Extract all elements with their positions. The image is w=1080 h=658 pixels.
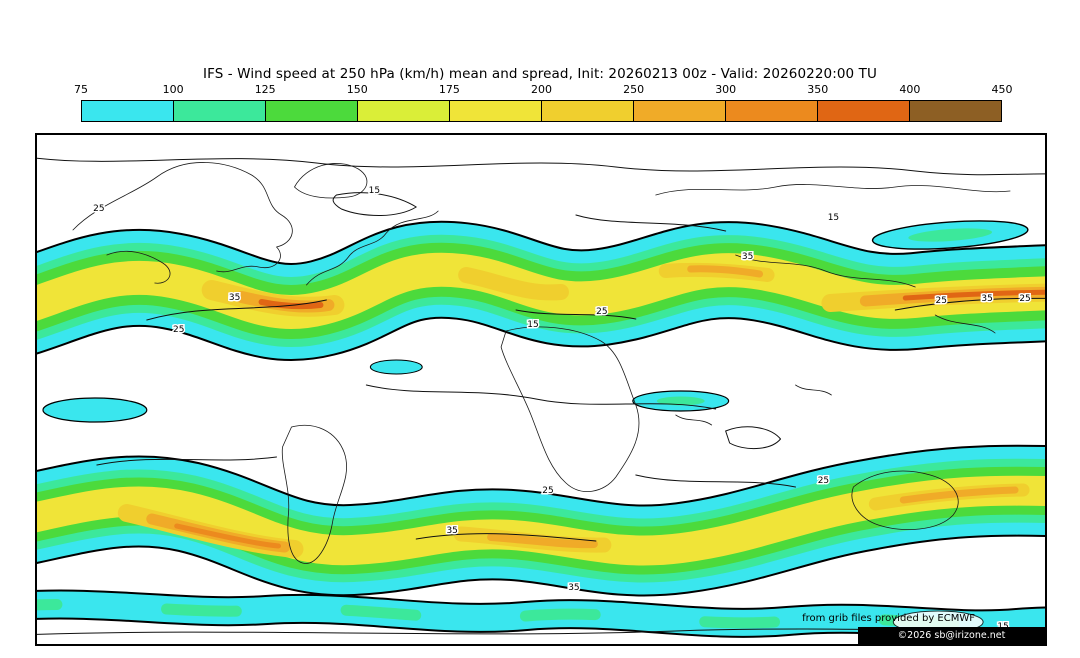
map-area: 25153525152535152535253525352515 from gr… — [35, 133, 1047, 646]
colorbar-segment — [726, 101, 818, 121]
contour-label: 35 — [568, 583, 579, 593]
contour-label: 35 — [446, 526, 457, 536]
colorbar-segment — [82, 101, 174, 121]
wind-speed-map: 25153525152535152535253525352515 — [37, 157, 1045, 640]
contour-label: 25 — [173, 325, 184, 335]
contour-label: 15 — [369, 186, 380, 196]
colorbar-segment — [910, 101, 1001, 121]
colorbar-tick-label: 350 — [807, 83, 829, 96]
copyright-bar: ©2026 sb@irizone.net — [858, 627, 1045, 644]
contour-label: 35 — [229, 293, 240, 303]
contour-label-group: 25153525152535152535253525352515 — [92, 184, 1033, 633]
contour-label: 35 — [981, 294, 992, 304]
colorbar-tick-label: 450 — [991, 83, 1013, 96]
colorbar — [81, 100, 1002, 122]
colorbar-tick-label: 150 — [346, 83, 368, 96]
colorbar-tick-label: 75 — [74, 83, 88, 96]
colorbar-segment — [634, 101, 726, 121]
contour-label: 25 — [818, 476, 829, 486]
contour-label: 25 — [93, 204, 104, 214]
colorbar-tick-label: 100 — [162, 83, 184, 96]
contour-label: 15 — [828, 213, 839, 223]
colorbar-segment — [818, 101, 910, 121]
colorbar-tick-label: 250 — [623, 83, 645, 96]
contour-label: 25 — [935, 296, 946, 306]
attribution-text: from grib files provided by ECMWF — [802, 613, 975, 624]
coastlines — [72, 162, 1011, 564]
contour-label: 35 — [742, 252, 753, 262]
contour-label: 15 — [527, 320, 538, 330]
colorbar-tick-label: 200 — [531, 83, 552, 96]
contour-label: 25 — [1019, 294, 1030, 304]
colorbar-segment — [174, 101, 266, 121]
colorbar-segment — [450, 101, 542, 121]
colorbar-segment — [542, 101, 634, 121]
contour-label: 25 — [542, 486, 553, 496]
spread-contour-lines — [37, 157, 1045, 635]
jet-stream-bands — [37, 220, 1045, 640]
colorbar-tick-label: 400 — [899, 83, 921, 96]
colorbar-tick-label: 125 — [254, 83, 276, 96]
colorbar-segment — [358, 101, 450, 121]
chart-title: IFS - Wind speed at 250 hPa (km/h) mean … — [203, 66, 877, 82]
colorbar-tick-label: 300 — [715, 83, 737, 96]
contour-label: 25 — [596, 307, 607, 317]
colorbar-segment — [266, 101, 358, 121]
colorbar-tick-label: 175 — [438, 83, 460, 96]
colorbar-tick-labels: 75 100 125 150 175 200 250 300 350 400 450 — [74, 83, 1013, 97]
